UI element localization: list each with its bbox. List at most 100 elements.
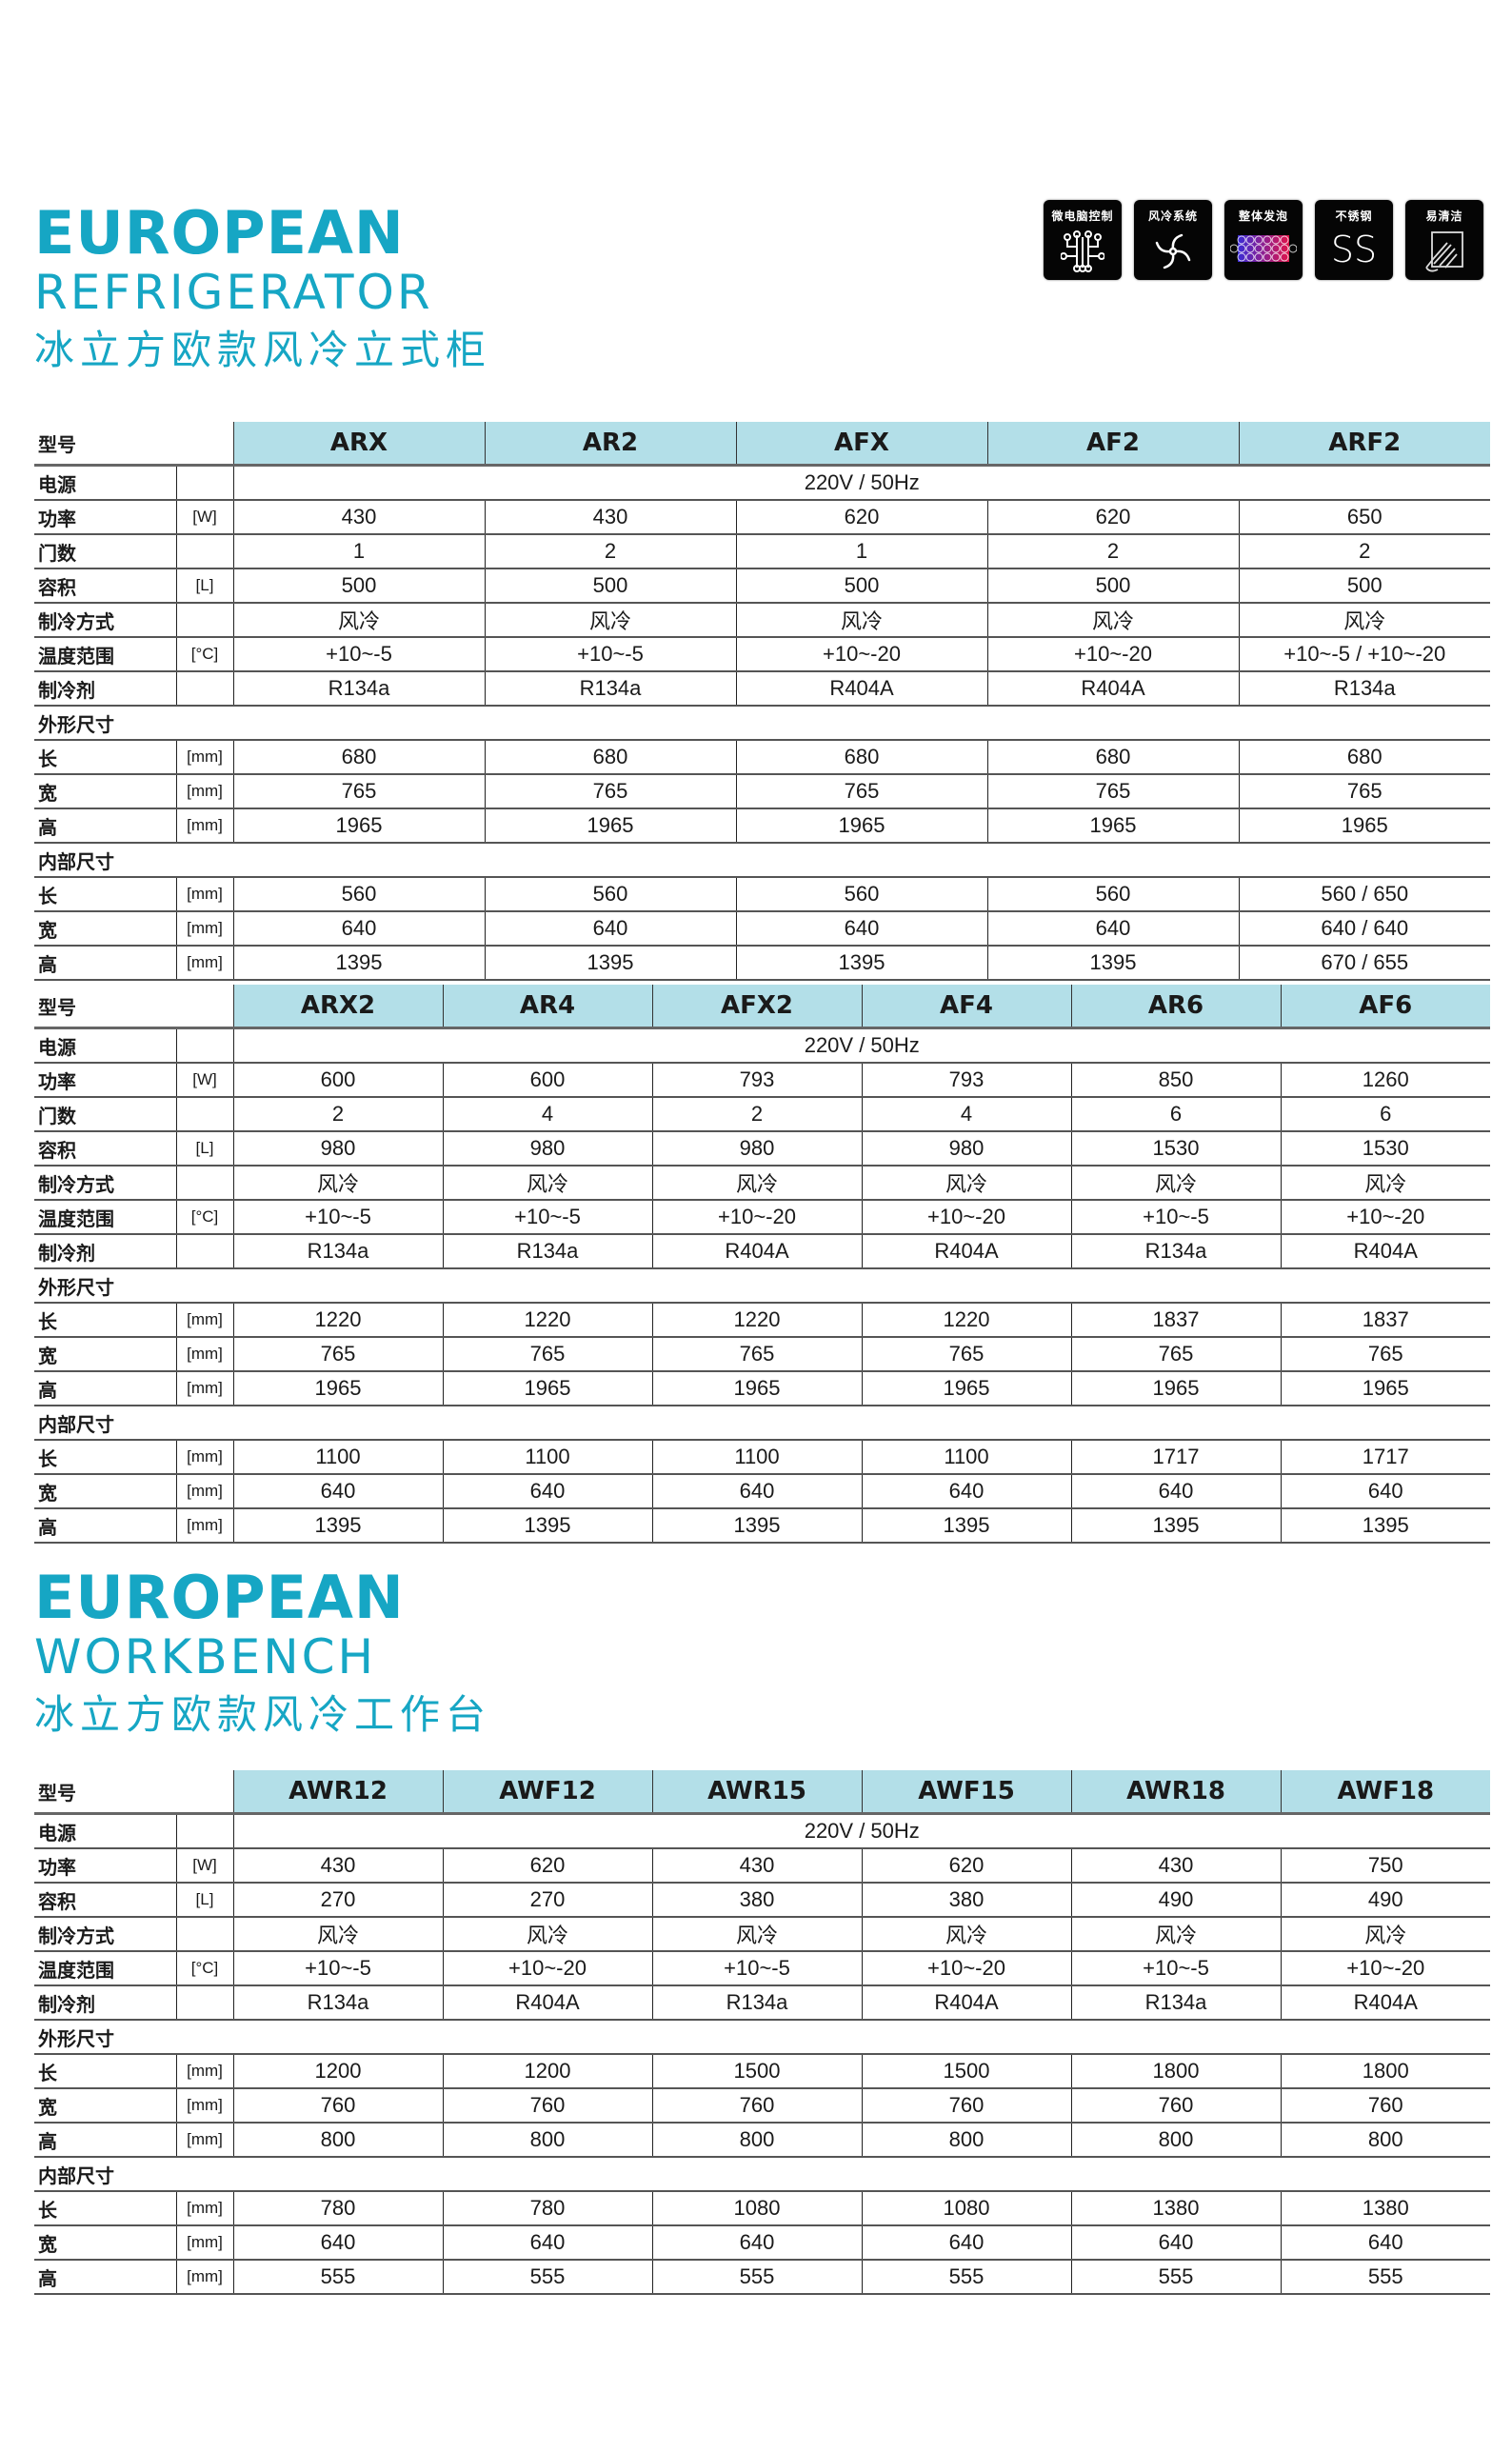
value-cell: +10~-5 — [1071, 1951, 1282, 1986]
value-cell: 640 — [652, 2225, 863, 2261]
value-cell: +10~-5 — [233, 1951, 444, 1986]
row-label: 容积 — [34, 1883, 177, 1918]
value-cell: 1395 — [1071, 1508, 1282, 1544]
table-row: 宽 [mm] 760 760 760 760 760 760 — [34, 2088, 1490, 2124]
row-unit: [mm] — [176, 2088, 234, 2124]
value-cell: 风冷 — [987, 603, 1240, 638]
model-header: AWR18 — [1070, 1770, 1281, 1815]
row-unit: [mm] — [176, 1440, 234, 1475]
table-row: 功率 [W] 430 620 430 620 430 750 — [34, 1848, 1490, 1884]
table-row: 容积 [L] 500 500 500 500 500 — [34, 568, 1490, 604]
row-unit: [mm] — [176, 1371, 234, 1406]
value-cell: 760 — [862, 2088, 1072, 2124]
row-unit: [W] — [176, 1063, 234, 1098]
row-label: 长 — [34, 877, 177, 912]
value-cell: 1800 — [1281, 2054, 1490, 2089]
value-cell: 1965 — [987, 808, 1240, 844]
row-unit — [176, 1234, 234, 1269]
section-label: 外形尺寸 — [34, 2020, 1490, 2055]
row-unit: [mm] — [176, 2191, 234, 2226]
value-cell: 风冷 — [1239, 603, 1490, 638]
feature-label: 易清洁 — [1425, 209, 1463, 223]
value-cell: +10~-20 — [862, 1200, 1072, 1235]
feature-air-cooling: 风冷系统 — [1134, 200, 1212, 280]
title-en-line2: WORKBENCH — [34, 1629, 377, 1685]
value-cell: 765 — [736, 774, 988, 809]
value-cell: 555 — [652, 2260, 863, 2295]
row-unit — [176, 1166, 234, 1201]
value-cell: 600 — [443, 1063, 653, 1098]
row-unit: [mm] — [176, 2054, 234, 2089]
table-row: 高 [mm] 1965 1965 1965 1965 1965 1965 — [34, 1371, 1490, 1406]
model-header: AF2 — [986, 422, 1239, 467]
value-cell: 680 — [485, 740, 737, 775]
section-label: 外形尺寸 — [34, 1268, 1490, 1304]
value-cell: 600 — [233, 1063, 444, 1098]
value-cell: +10~-5 — [652, 1951, 863, 1986]
row-label: 长 — [34, 2191, 177, 2226]
row-label: 温度范围 — [34, 1200, 177, 1235]
value-cell: R134a — [233, 671, 486, 707]
feature-easy-clean: 易清洁 — [1405, 200, 1483, 280]
feature-label: 微电脑控制 — [1051, 209, 1114, 223]
model-header: ARX — [232, 422, 485, 467]
value-cell: +10~-20 — [987, 637, 1240, 672]
row-label: 温度范围 — [34, 637, 177, 672]
table-header-row: 型号 ARX2 AR4 AFX2 AF4 AR6 AF6 — [34, 985, 1490, 1029]
value-cell: 555 — [1071, 2260, 1282, 2295]
table-row: 高 [mm] 555 555 555 555 555 555 — [34, 2260, 1490, 2295]
title-en-line2: REFRIGERATOR — [34, 265, 433, 320]
row-label: 功率 — [34, 1063, 177, 1098]
row-label: 高 — [34, 946, 177, 981]
value-cell: 风冷 — [862, 1917, 1072, 1952]
row-unit — [176, 603, 234, 638]
row-unit — [176, 1027, 234, 1064]
value-cell: 640 — [1071, 2225, 1282, 2261]
table-section-row: 内部尺寸 — [34, 1406, 1490, 1441]
title-cn: 冰立方欧款风冷立式柜 — [34, 327, 492, 373]
value-cell: 270 — [443, 1883, 653, 1918]
row-unit: [W] — [176, 1848, 234, 1884]
value-cell: 430 — [1071, 1848, 1282, 1884]
value-cell: R404A — [987, 671, 1240, 707]
spec-table-refrigerator-1: 型号 ARX AR2 AFX AF2 ARF2 电源 220V / 50Hz 功率 [W] 430 4… — [34, 422, 1490, 981]
value-cell: 1200 — [233, 2054, 444, 2089]
row-label: 宽 — [34, 1337, 177, 1372]
circuit-icon — [1061, 230, 1104, 272]
table-row-power-supply: 电源 220V / 50Hz — [34, 1027, 1490, 1064]
row-label: 电源 — [34, 1813, 177, 1849]
section-label: 内部尺寸 — [34, 1406, 1490, 1441]
value-cell: 800 — [862, 2123, 1072, 2158]
value-cell: +10~-20 — [1281, 1200, 1490, 1235]
value-cell: +10~-5 — [233, 1200, 444, 1235]
value-cell: 1395 — [1281, 1508, 1490, 1544]
table-row: 长 [mm] 1220 1220 1220 1220 1837 1837 — [34, 1303, 1490, 1338]
row-label: 宽 — [34, 911, 177, 947]
row-label: 宽 — [34, 774, 177, 809]
value-cell: 1100 — [652, 1440, 863, 1475]
model-header: AR2 — [484, 422, 736, 467]
table-section-row: 外形尺寸 — [34, 1268, 1490, 1304]
value-cell: 1220 — [652, 1303, 863, 1338]
value-cell: 760 — [443, 2088, 653, 2124]
model-label: 型号 — [34, 1770, 233, 1815]
value-cell: 风冷 — [652, 1917, 863, 1952]
table-row: 长 [mm] 560 560 560 560 560 / 650 — [34, 877, 1490, 912]
feature-microcomputer: 微电脑控制 — [1044, 200, 1122, 280]
value-cell: 1260 — [1281, 1063, 1490, 1098]
row-unit: [W] — [176, 500, 234, 535]
value-cell: 1395 — [736, 946, 988, 981]
value-cell: 1100 — [233, 1440, 444, 1475]
value-cell: 1965 — [233, 808, 486, 844]
row-unit: [mm] — [176, 1474, 234, 1509]
value-cell: 765 — [652, 1337, 863, 1372]
value-cell: 1220 — [443, 1303, 653, 1338]
value-cell: 640 — [652, 1474, 863, 1509]
table-row: 宽 [mm] 640 640 640 640 640 640 — [34, 1474, 1490, 1509]
value-cell: 800 — [1281, 2123, 1490, 2158]
value-cell: R404A — [1281, 1234, 1490, 1269]
model-header: AWR12 — [232, 1770, 443, 1815]
value-cell: 1395 — [443, 1508, 653, 1544]
value-cell: 1395 — [485, 946, 737, 981]
value-cell: 555 — [1281, 2260, 1490, 2295]
